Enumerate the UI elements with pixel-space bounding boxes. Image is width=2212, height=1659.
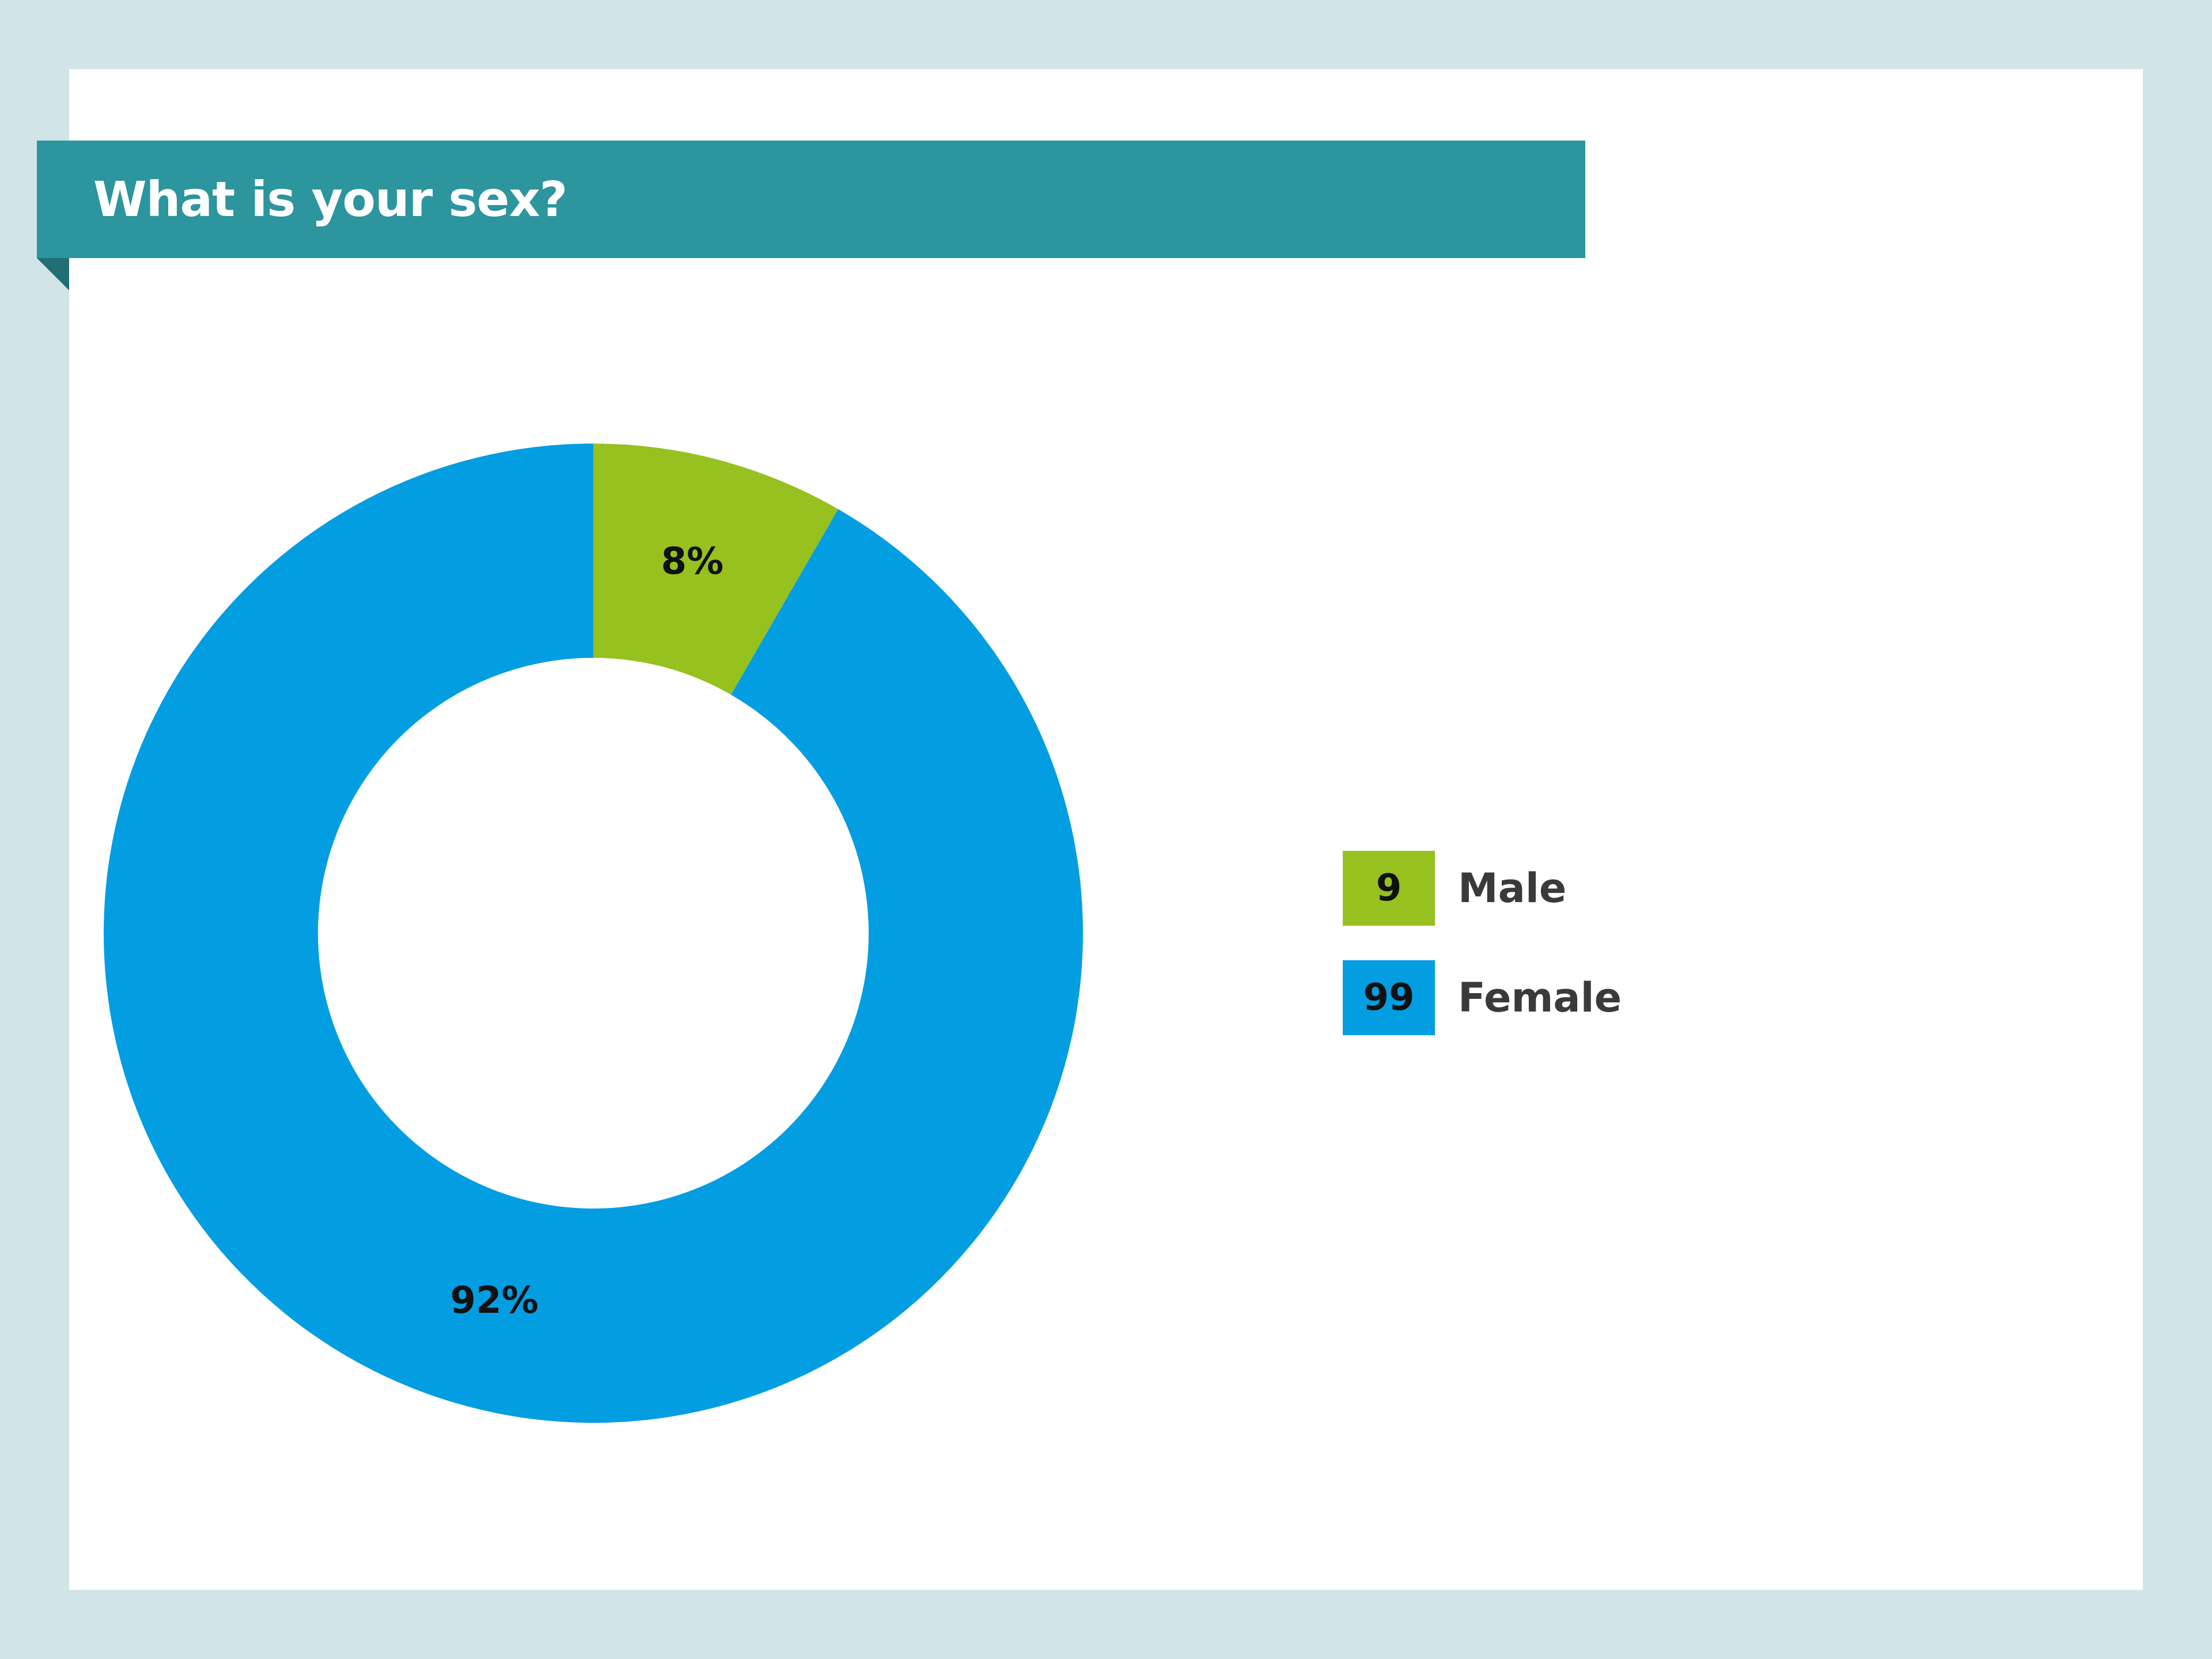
slice-label-female: 92% [450, 1279, 539, 1322]
banner-fold [37, 258, 69, 290]
legend-swatch-female: 99 [1343, 960, 1435, 1035]
legend-swatch-male: 9 [1343, 851, 1435, 926]
donut-slice-male [593, 444, 838, 695]
legend-item-female: 99 Female [1343, 960, 1622, 1035]
slice-label-male: 8% [661, 540, 724, 583]
legend: 9 Male 99 Female [1343, 851, 1622, 1070]
legend-label-male: Male [1458, 865, 1567, 912]
title-banner: What is your sex? [37, 141, 1585, 258]
chart-title: What is your sex? [93, 171, 567, 228]
legend-label-female: Female [1458, 974, 1622, 1021]
legend-item-male: 9 Male [1343, 851, 1622, 926]
donut-slice-female [103, 444, 1083, 1423]
